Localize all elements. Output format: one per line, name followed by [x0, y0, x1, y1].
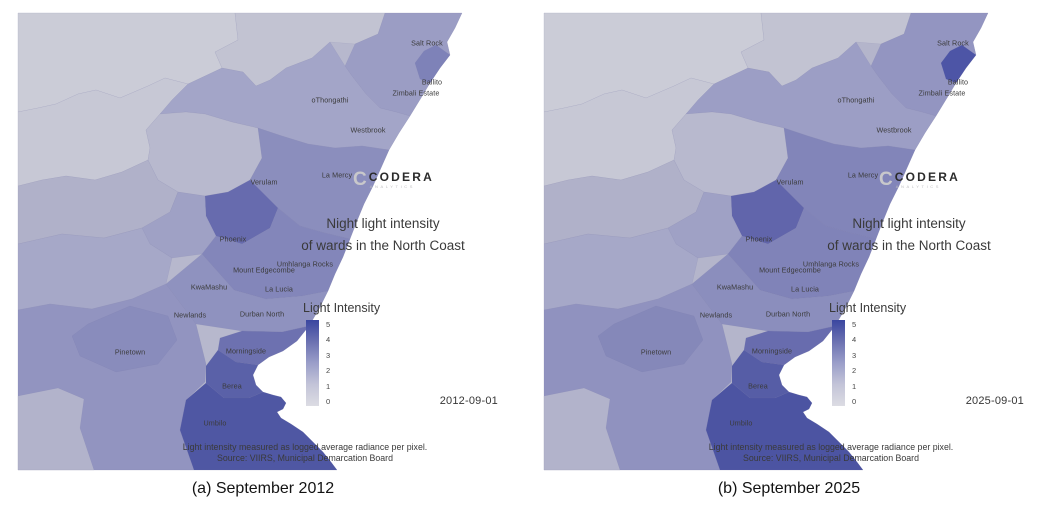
subfigure-caption-a: (a) September 2012	[191, 480, 335, 497]
ward-polygon	[179, 382, 338, 471]
choropleth-map	[543, 12, 989, 471]
ward-polygon	[743, 325, 836, 366]
ward-polygon	[705, 382, 864, 471]
map-panel-2012: C CODERA ANALYTICS Night light intensity…	[0, 0, 526, 471]
choropleth-map	[17, 12, 463, 471]
ward-polygon	[217, 325, 310, 366]
ward-polygon	[414, 44, 451, 84]
map-panel-2025: C CODERA ANALYTICS Night light intensity…	[526, 0, 1052, 471]
ward-polygon	[201, 207, 351, 300]
figure-row: C CODERA ANALYTICS Night light intensity…	[0, 0, 1052, 498]
ward-polygon	[543, 387, 621, 471]
ward-polygon	[71, 305, 178, 373]
ward-polygon	[165, 253, 329, 333]
ward-polygon	[691, 253, 855, 333]
figure-panel-2012: C CODERA ANALYTICS Night light intensity…	[0, 0, 526, 498]
ward-polygon	[940, 44, 977, 84]
subfigure-caption-b: (b) September 2025	[717, 480, 861, 497]
ward-polygon	[727, 207, 877, 300]
figure-panel-2025: C CODERA ANALYTICS Night light intensity…	[526, 0, 1052, 498]
ward-polygon	[597, 305, 704, 373]
ward-polygon	[17, 387, 95, 471]
